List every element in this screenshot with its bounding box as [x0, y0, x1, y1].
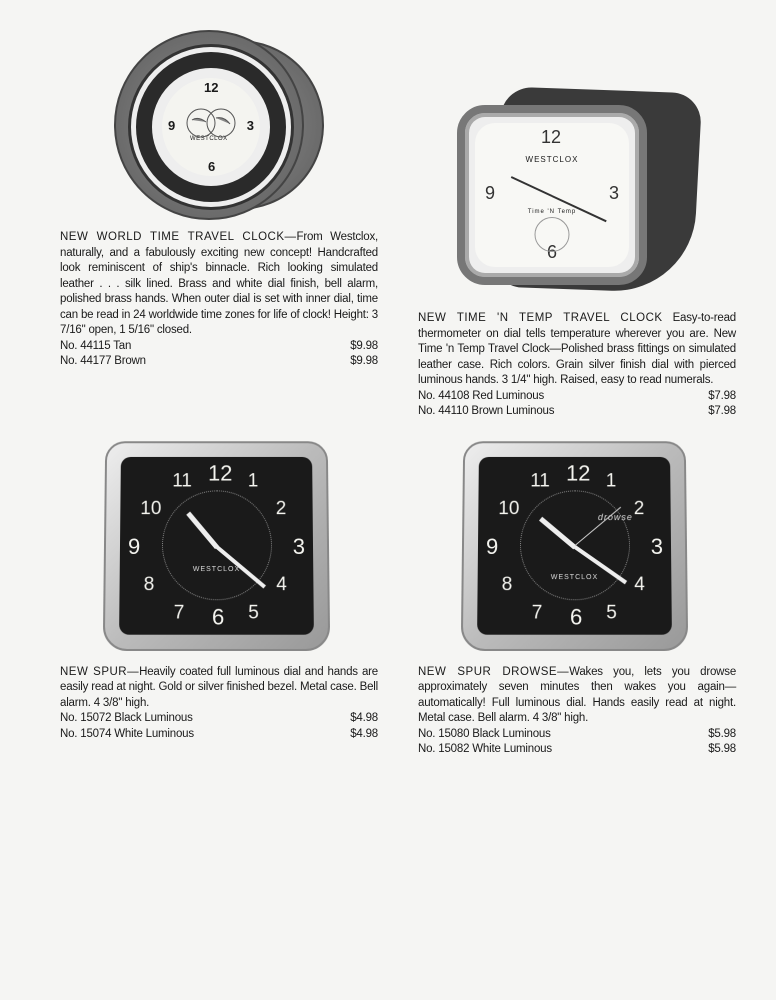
- dial-number: 5: [606, 602, 617, 624]
- sku-row: No. 15082 White Luminous $5.98: [418, 742, 736, 758]
- world-time-text: NEW WORLD TIME TRAVEL CLOCK—From Westclo…: [60, 230, 378, 370]
- sku-price: $7.98: [708, 389, 736, 405]
- dial-number: 9: [485, 183, 495, 204]
- sku-no: No. 15082 White Luminous: [418, 742, 552, 758]
- dial-number: 9: [128, 534, 140, 560]
- sku-price: $5.98: [708, 742, 736, 758]
- product-title: NEW TIME 'N TEMP TRAVEL CLOCK: [418, 312, 663, 324]
- sku-row: No. 44177 Brown $9.98: [60, 354, 378, 370]
- sku-row: No. 15072 Black Luminous $4.98: [60, 711, 378, 727]
- dial-number: 1: [606, 470, 617, 492]
- dial-number: 2: [634, 498, 645, 520]
- sku-row: No. 44115 Tan $9.98: [60, 339, 378, 355]
- dial-number: 4: [276, 574, 287, 596]
- time-n-temp-image: 12 3 6 9 WESTCLOX Time 'N Temp: [418, 85, 736, 305]
- brand-label: WESTCLOX: [526, 155, 579, 164]
- dial-number: 10: [498, 498, 519, 520]
- thermometer-subdial: [535, 217, 570, 252]
- dial-number: 2: [276, 498, 287, 520]
- dial-number: 12: [541, 127, 561, 148]
- sku-price: $4.98: [350, 727, 378, 743]
- sku-no: No. 44177 Brown: [60, 354, 146, 370]
- spur-image: 12 1 2 3 4 5 6 7 8 9 10 11 WESTCLOX: [60, 435, 378, 665]
- dial-number: 6: [570, 604, 582, 630]
- product-title: NEW SPUR—: [60, 666, 139, 678]
- sublabel: Time 'N Temp: [528, 209, 577, 215]
- dial-number: 12: [566, 460, 590, 486]
- spur-drowse-text: NEW SPUR DROWSE—Wakes you, lets you drow…: [418, 665, 736, 758]
- sku-no: No. 44115 Tan: [60, 339, 131, 355]
- dial-number: 11: [530, 470, 550, 492]
- brand-label: WESTCLOX: [193, 566, 240, 573]
- dial-number: 3: [609, 183, 619, 204]
- dial-number: 3: [293, 534, 305, 560]
- product-title: NEW SPUR DROWSE—: [418, 666, 569, 678]
- sku-price: $5.98: [708, 727, 736, 743]
- dial-number: 7: [532, 602, 543, 624]
- brand-label: WESTCLOX: [551, 574, 598, 581]
- dial-number: 3: [247, 118, 254, 133]
- time-n-temp-text: NEW TIME 'N TEMP TRAVEL CLOCK Easy-to-re…: [418, 311, 736, 420]
- dial-number: 1: [248, 470, 259, 492]
- sku-row: No. 44108 Red Luminous $7.98: [418, 389, 736, 405]
- sku-no: No. 15080 Black Luminous: [418, 727, 551, 743]
- product-title: NEW WORLD TIME TRAVEL CLOCK—: [60, 231, 297, 243]
- sku-no: No. 44108 Red Luminous: [418, 389, 544, 405]
- product-world-time: 12 3 6 9 WESTCLOX NEW WORLD TIME TRAVEL …: [60, 30, 378, 420]
- dial-number: 6: [212, 604, 224, 630]
- dial-number: 12: [204, 80, 218, 95]
- sku-no: No. 44110 Brown Luminous: [418, 404, 554, 420]
- sku-row: No. 15080 Black Luminous $5.98: [418, 727, 736, 743]
- spur-text: NEW SPUR—Heavily coated full luminous di…: [60, 665, 378, 743]
- product-spur: 12 1 2 3 4 5 6 7 8 9 10 11 WESTCLOX: [60, 435, 378, 758]
- product-spur-drowse: 12 1 2 3 4 5 6 7 8 9 10 11 WESTCLOX drow…: [418, 435, 736, 758]
- spur-drowse-image: 12 1 2 3 4 5 6 7 8 9 10 11 WESTCLOX drow…: [418, 435, 736, 665]
- dial-number: 11: [172, 470, 192, 492]
- dial-number: 3: [651, 534, 663, 560]
- product-body: From Westclox, naturally, and a fabulous…: [60, 231, 378, 336]
- product-time-n-temp: 12 3 6 9 WESTCLOX Time 'N Temp NEW TIME …: [418, 85, 736, 420]
- sku-price: $7.98: [708, 404, 736, 420]
- dial-number: 8: [502, 574, 513, 596]
- sku-price: $9.98: [350, 354, 378, 370]
- sku-price: $9.98: [350, 339, 378, 355]
- sku-price: $4.98: [350, 711, 378, 727]
- dial-number: 4: [634, 574, 645, 596]
- sku-no: No. 15072 Black Luminous: [60, 711, 193, 727]
- sku-row: No. 44110 Brown Luminous $7.98: [418, 404, 736, 420]
- sku-no: No. 15074 White Luminous: [60, 727, 194, 743]
- dial-number: 8: [144, 574, 155, 596]
- world-time-image: 12 3 6 9 WESTCLOX: [60, 30, 378, 230]
- dial-number: 9: [168, 118, 175, 133]
- sku-row: No. 15074 White Luminous $4.98: [60, 727, 378, 743]
- dial-number: 12: [208, 460, 232, 486]
- dial-number: 7: [174, 602, 185, 624]
- dial-number: 9: [486, 534, 498, 560]
- dial-number: 6: [208, 159, 215, 174]
- dial-number: 5: [248, 602, 259, 624]
- catalog-page: 12 3 6 9 WESTCLOX NEW WORLD TIME TRAVEL …: [60, 30, 736, 758]
- dial-number: 10: [140, 498, 161, 520]
